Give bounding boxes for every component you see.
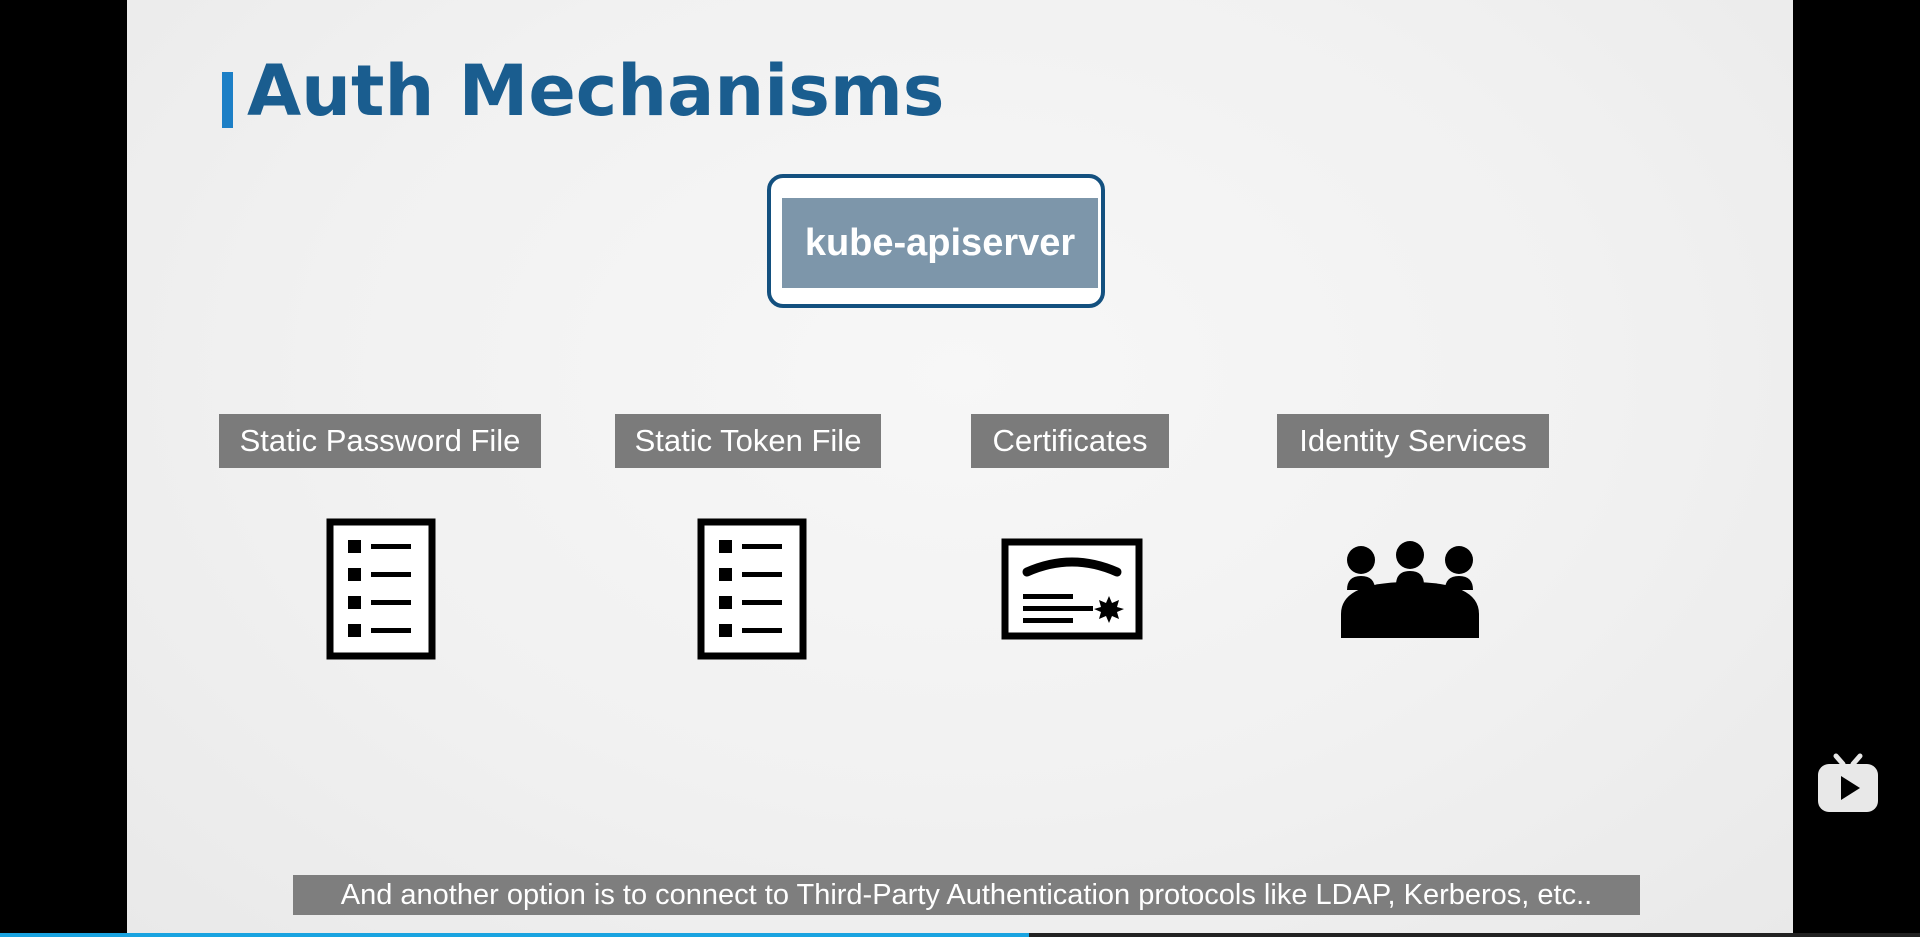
mechanism-label-certificates: Certificates [971,414,1169,468]
people-group-icon [1339,538,1481,640]
subtitle-caption: And another option is to connect to Thir… [293,875,1640,915]
kube-apiserver-label: kube-apiserver [782,198,1098,288]
progress-bar-fill [0,933,1030,937]
bilibili-tv-icon[interactable] [1816,752,1880,814]
mechanism-label-identity-services: Identity Services [1277,414,1549,468]
title-accent-bar [222,72,233,128]
certificate-icon [1001,538,1143,640]
progress-bar[interactable] [0,933,1920,937]
kube-apiserver-box: kube-apiserver [767,174,1105,308]
list-document-icon [326,518,436,660]
mechanism-label-static-token-file: Static Token File [615,414,881,468]
slide: Auth Mechanisms kube-apiserver Static Pa… [127,0,1793,933]
list-document-icon [697,518,807,660]
mechanism-label-static-password-file: Static Password File [219,414,541,468]
slide-title: Auth Mechanisms [247,50,945,132]
